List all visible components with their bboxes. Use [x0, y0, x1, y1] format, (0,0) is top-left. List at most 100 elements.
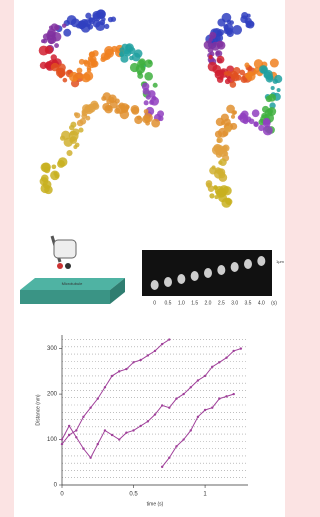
atom [62, 23, 66, 27]
atom [73, 145, 77, 149]
atom [149, 100, 154, 105]
point [211, 366, 213, 368]
kymo-scale: 1μm [276, 259, 285, 264]
motor-foot [65, 263, 71, 269]
point [197, 416, 199, 418]
atom [245, 74, 249, 78]
atom [92, 50, 98, 56]
kymo-time-label: 1.0 [178, 300, 185, 306]
atom [70, 122, 76, 128]
spot [177, 274, 185, 284]
point [197, 379, 199, 381]
atom [79, 59, 85, 65]
point [161, 404, 163, 406]
atom [266, 96, 273, 103]
atom [55, 174, 59, 178]
point [147, 354, 149, 356]
atom [105, 49, 114, 58]
page: {"schematic": {"label": "Microtubule"}, … [0, 0, 299, 517]
point [125, 368, 127, 370]
y-tick-label: 100 [47, 437, 58, 443]
atom [70, 131, 75, 136]
point [104, 429, 106, 431]
point [168, 407, 170, 409]
atom [81, 73, 90, 82]
kymo-unit: (s) [271, 300, 277, 306]
point [125, 432, 127, 434]
point [182, 438, 184, 440]
atom [52, 164, 57, 169]
point [97, 397, 99, 399]
atom [77, 120, 84, 127]
atom [108, 95, 117, 104]
atom [157, 110, 164, 117]
atom [217, 18, 225, 26]
atom [226, 105, 235, 114]
microtubule-label: Microtubule [62, 281, 83, 286]
atom [153, 83, 158, 88]
atom [270, 59, 279, 68]
atom [40, 177, 49, 186]
atom [85, 106, 92, 113]
spot [204, 268, 212, 278]
point [168, 338, 170, 340]
point [89, 457, 91, 459]
atom [148, 90, 156, 98]
atom [225, 198, 231, 204]
point [104, 386, 106, 388]
atom [144, 109, 149, 114]
point [68, 434, 70, 436]
spot [257, 256, 265, 266]
atom [217, 137, 223, 143]
atom [73, 77, 77, 81]
atom [137, 115, 142, 120]
atom [46, 31, 55, 40]
spot [244, 259, 252, 269]
point [61, 438, 63, 440]
atom [252, 109, 260, 117]
atom [108, 17, 113, 22]
point [161, 466, 163, 468]
motor-head [54, 240, 76, 258]
point [225, 357, 227, 359]
atom [221, 121, 225, 125]
atom [75, 113, 81, 119]
atom [239, 70, 245, 76]
atom [247, 14, 251, 18]
atom [114, 108, 120, 114]
atom [93, 20, 101, 28]
atom [217, 56, 225, 64]
point [190, 429, 192, 431]
point [147, 420, 149, 422]
point [240, 347, 242, 349]
point [89, 407, 91, 409]
atom [231, 115, 235, 119]
motor-foot [57, 263, 63, 269]
atom [218, 160, 222, 164]
point [139, 425, 141, 427]
y-tick-label: 200 [47, 392, 58, 398]
point [161, 343, 163, 345]
atom [267, 108, 273, 114]
atom [144, 72, 153, 81]
atom [230, 81, 237, 88]
atom [45, 46, 53, 54]
point [111, 375, 113, 377]
point [175, 445, 177, 447]
atom [217, 41, 226, 50]
point [75, 436, 77, 438]
kymo-time-label: 1.5 [191, 300, 198, 306]
point [139, 359, 141, 361]
atom [273, 79, 278, 84]
point [211, 407, 213, 409]
point [182, 393, 184, 395]
atom [212, 165, 216, 169]
atom [100, 57, 106, 63]
point [225, 395, 227, 397]
spot [191, 271, 199, 281]
point [118, 438, 120, 440]
kymo-time-label: 0.5 [165, 300, 172, 306]
point [82, 416, 84, 418]
kymo-time-label: 0 [153, 300, 156, 306]
atom [88, 24, 94, 30]
